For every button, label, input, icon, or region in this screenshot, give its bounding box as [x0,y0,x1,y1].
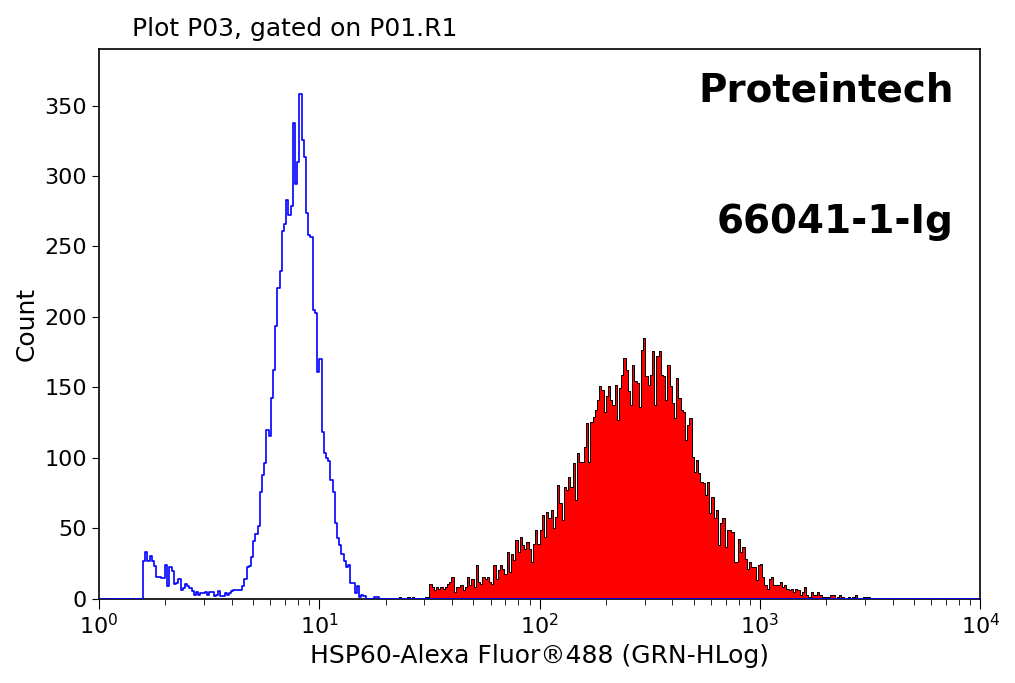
Text: Proteintech: Proteintech [698,71,954,109]
X-axis label: HSP60-Alexa Fluor®488 (GRN-HLog): HSP60-Alexa Fluor®488 (GRN-HLog) [311,644,769,668]
Y-axis label: Count: Count [15,287,39,361]
Polygon shape [99,338,980,599]
Text: 66041-1-Ig: 66041-1-Ig [717,203,954,241]
Text: Plot P03, gated on P01.R1: Plot P03, gated on P01.R1 [132,17,458,41]
